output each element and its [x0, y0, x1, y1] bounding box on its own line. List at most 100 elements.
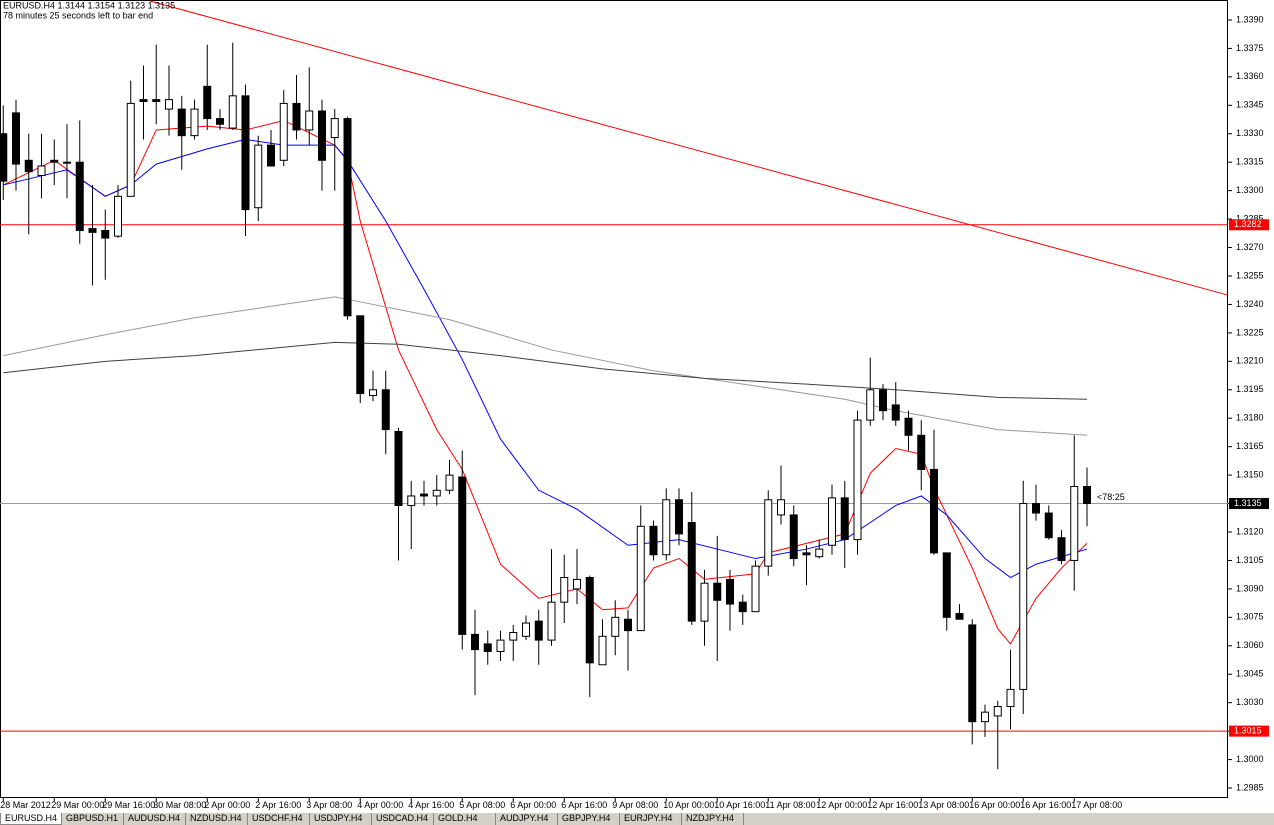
candle-body — [407, 495, 416, 506]
y-tick-label: 1.3045 — [1236, 669, 1264, 679]
moving-average — [3, 138, 1088, 579]
candle-body — [726, 578, 734, 605]
candle-body — [687, 522, 696, 622]
candle-body — [318, 110, 326, 161]
y-tick-label: 1.3300 — [1236, 185, 1264, 195]
price-level-label: 1.3015 — [1234, 726, 1262, 736]
candle-body — [177, 108, 186, 137]
price-level-box — [1229, 725, 1269, 737]
candle-body — [420, 493, 428, 497]
price-level-label: 1.3135 — [1234, 498, 1262, 508]
candle-body — [24, 159, 33, 173]
candle-body — [751, 565, 760, 613]
candle-body — [585, 577, 594, 664]
x-tick-label: 17 Apr 08:00 — [1071, 800, 1122, 810]
candle-body — [330, 118, 339, 139]
chart-title: EURUSD.H4 1.3144 1.3154 1.3123 1.3135 — [3, 0, 175, 10]
candle-body — [662, 499, 671, 556]
x-tick-label: 2 Apr 16:00 — [255, 800, 301, 810]
y-tick-label: 1.3120 — [1236, 526, 1264, 536]
y-tick-label: 1.3315 — [1236, 157, 1264, 167]
y-tick-label: 1.3330 — [1236, 128, 1264, 138]
candle-body — [789, 514, 798, 560]
candle-body — [483, 643, 492, 652]
candle-body — [981, 711, 989, 723]
candle-body — [738, 601, 747, 613]
moving-average — [3, 296, 1088, 436]
candle-body — [955, 613, 964, 620]
candle-body — [139, 99, 148, 103]
symbol-tab[interactable]: USDCAD.H4 — [372, 813, 434, 825]
symbol-tab[interactable]: NZDJPY.H4 — [682, 813, 744, 825]
x-tick-label: 12 Apr 16:00 — [867, 800, 918, 810]
candle-body — [356, 315, 365, 395]
candle-body — [624, 618, 632, 632]
candle-body — [190, 108, 199, 137]
y-tick-label: 1.3000 — [1236, 754, 1264, 764]
candle-body — [0, 133, 8, 182]
candle-body — [968, 624, 977, 723]
candle-body — [216, 118, 224, 125]
candle-body — [636, 525, 645, 632]
candle-body — [381, 389, 390, 431]
symbol-tab[interactable]: NZDUSD.H4 — [186, 813, 248, 825]
candle-body — [993, 705, 1002, 717]
candle-body — [879, 389, 887, 412]
y-tick-label: 1.3360 — [1236, 71, 1264, 81]
x-tick-label: 2 Apr 00:00 — [204, 800, 250, 810]
y-tick-label: 1.3060 — [1236, 640, 1264, 650]
x-tick-label: 30 Mar 08:00 — [153, 800, 206, 810]
tab-bar: EURUSD.H4 GBPUSD.H1 AUDUSD.H4 NZDUSD.H4 USDC… — [0, 813, 1274, 825]
symbol-tab[interactable]: AUDUSD.H4 — [124, 813, 186, 825]
symbol-tab[interactable]: GOLD.H4 — [434, 813, 496, 825]
candle-body — [840, 497, 849, 541]
candle-body — [573, 578, 581, 590]
x-tick-label: 6 Apr 00:00 — [510, 800, 556, 810]
candle-body — [649, 525, 658, 556]
candle-body — [37, 165, 46, 176]
x-tick-label: 10 Apr 00:00 — [663, 800, 714, 810]
x-tick-label: 6 Apr 16:00 — [561, 800, 607, 810]
candle-body — [1044, 512, 1053, 539]
symbol-tab[interactable]: EURJPY.H4 — [620, 813, 682, 825]
y-tick-label: 1.3345 — [1236, 100, 1264, 110]
symbol-tab[interactable]: USDCHF.H4 — [248, 813, 310, 825]
candle-body — [50, 159, 59, 163]
candle-body — [815, 548, 824, 558]
symbol-tab[interactable]: USDJPY.H4 — [310, 813, 372, 825]
candle-body — [343, 118, 352, 317]
candle-body — [598, 635, 607, 666]
candle-body — [445, 474, 454, 491]
candle-body — [522, 622, 530, 637]
candle-body — [12, 112, 20, 165]
x-tick-label: 4 Apr 00:00 — [357, 800, 403, 810]
y-tick-label: 1.3285 — [1236, 213, 1264, 223]
x-tick-label: 28 Mar 2012 — [0, 800, 51, 810]
x-tick-label: 29 Mar 00:00 — [51, 800, 104, 810]
candle-body — [165, 99, 173, 110]
symbol-tab[interactable]: GBPUSD.H1 — [62, 813, 124, 825]
candle-body — [63, 161, 71, 164]
symbol-tab[interactable]: GBPJPY.H4 — [558, 813, 620, 825]
candle-body — [942, 552, 951, 618]
candle-body — [866, 389, 875, 421]
x-tick-label: 12 Apr 00:00 — [816, 800, 867, 810]
candle-body — [930, 468, 938, 554]
symbol-tab[interactable]: EURUSD.H4 — [0, 813, 62, 825]
y-tick-label: 1.3165 — [1236, 441, 1264, 451]
symbol-tab[interactable]: AUDJPY.H4 — [496, 813, 558, 825]
candle-body — [560, 577, 569, 603]
candle-body — [254, 144, 263, 209]
candle-body — [394, 430, 403, 506]
y-tick-label: 1.3090 — [1236, 583, 1264, 593]
x-tick-label: 9 Apr 08:00 — [612, 800, 658, 810]
candle-body — [1032, 503, 1040, 514]
candle-body — [891, 404, 900, 421]
price-level-box — [1229, 219, 1269, 231]
y-tick-label: 1.3210 — [1236, 356, 1264, 366]
candle-body — [534, 620, 543, 641]
moving-average — [3, 341, 1088, 400]
x-tick-label: 11 Apr 08:00 — [765, 800, 815, 810]
